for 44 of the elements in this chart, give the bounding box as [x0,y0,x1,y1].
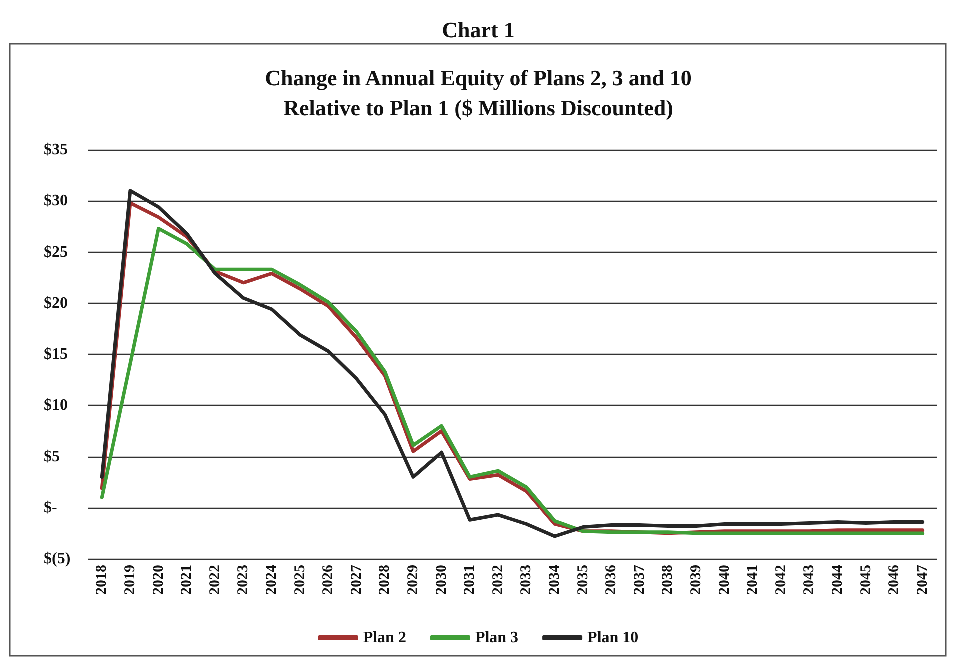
y-tick-label: $5 [44,448,60,466]
x-tick-label: 2023 [236,565,252,595]
x-tick-label: 2025 [292,565,308,595]
legend-label: Plan 10 [588,630,639,646]
x-tick-label: 2027 [348,564,365,595]
x-tick-label: 2044 [830,564,846,595]
x-tick-label: 2026 [320,564,337,595]
x-tick-label: 2028 [377,565,394,595]
y-tick-label: $20 [44,294,68,312]
legend-label: Plan 3 [475,630,519,646]
x-tick-label: 2019 [122,565,138,595]
y-tick-label: $(5) [44,550,71,568]
x-tick-label: 2032 [490,565,506,595]
x-tick-label: 2045 [858,565,874,595]
chart-subtitle: Change in Annual Equity of Plans 2, 3 and 10 Relative to Plan 1 ($ Millions Discounted) [265,66,692,120]
x-tick-label: 2039 [688,565,704,595]
x-tick-label: 2033 [518,565,535,595]
x-tick-label: 2038 [660,565,676,595]
legend-label: Plan 2 [363,630,406,646]
x-tick-label: 2031 [462,565,478,595]
x-tick-label: 2040 [716,565,733,595]
chart-title: Chart 1 [442,18,515,42]
x-tick-label: 2024 [264,564,280,595]
x-tick-label: 2035 [575,565,592,595]
x-tick-label: 2018 [94,565,110,595]
x-tick-label: 2043 [802,565,818,595]
x-tick-label: 2036 [604,564,620,595]
x-tick-label: 2046 [886,564,903,595]
y-tick-label: $35 [44,142,68,158]
x-tick-label: 2022 [207,565,224,595]
y-tick-label: $10 [44,397,68,414]
y-tick-label: $25 [44,244,68,261]
x-tick-label: 2041 [745,565,762,595]
y-tick-label: $- [44,499,58,516]
x-tick-label: 2042 [773,565,790,595]
x-tick-label: 2047 [914,564,931,595]
y-tick-label: $15 [44,346,68,363]
x-tick-label: 2020 [150,565,167,595]
x-tick-label: 2037 [632,564,648,595]
x-tick-label: 2029 [405,565,422,595]
x-tick-label: 2021 [179,565,196,595]
x-tick-label: 2034 [546,564,563,595]
y-tick-label: $30 [44,192,68,210]
x-tick-label: 2030 [434,565,450,595]
